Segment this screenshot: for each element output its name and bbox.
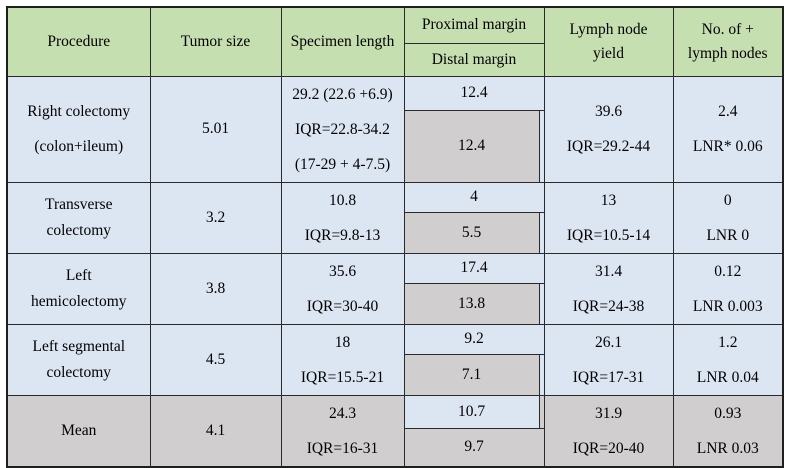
col-header-tumor-size: Tumor size [149, 6, 282, 77]
cell-distal-margin: 7.1 [403, 354, 545, 396]
table-row: 5.5 [7, 212, 783, 254]
cell-positive-lymph-nodes: 1.2 LNR 0.04 [672, 323, 784, 396]
table-row: Right colectomy (colon+ileum) 5.01 29.2 … [6, 75, 784, 183]
colectomy-outcomes-table: Procedure Tumor size Specimen length Pro… [6, 6, 784, 468]
table-row: 7.1 [7, 354, 783, 396]
cell-proximal-margin: 10.7 [403, 394, 545, 429]
cell-specimen-length: 24.3 IQR=16-31 [280, 394, 405, 467]
col-header-proximal-margin: Proximal margin [403, 6, 545, 44]
cell-procedure: Right colectomy (colon+ileum) [6, 75, 151, 183]
cell-positive-lymph-nodes: 0.93 LNR 0.03 [672, 394, 784, 467]
cell-procedure: Left hemicolectomy [6, 252, 151, 325]
header-line: lymph nodes [687, 44, 768, 62]
header-line: Lymph node [569, 20, 648, 38]
cell-lymph-node-yield: 31.4 IQR=24-38 [543, 252, 674, 325]
table-row: Transverse colectomy 3.2 10.8 IQR=9.8-13… [6, 181, 784, 254]
cell-tumor-size: 4.1 [149, 394, 282, 467]
cell-distal-margin: 9.7 [403, 427, 545, 467]
cell-proximal-margin: 17.4 [403, 252, 545, 285]
cell-lymph-node-yield: 31.9 IQR=20-40 [543, 394, 674, 467]
table-row-mean: Mean 4.1 24.3 IQR=16-31 10.7 31.9 IQR=20… [6, 394, 784, 467]
cell-procedure: Left segmental colectomy [6, 323, 151, 396]
table-row: 13.8 [7, 283, 783, 325]
cell-specimen-length: 10.8 IQR=9.8-13 [280, 181, 405, 254]
header-line: yield [593, 44, 624, 62]
cell-distal-margin: 5.5 [403, 212, 545, 254]
cell-tumor-size: 4.5 [149, 323, 282, 396]
cell-specimen-length: 18 IQR=15.5-21 [280, 323, 405, 396]
table-row: Left hemicolectomy 3.8 35.6 IQR=30-40 17… [6, 252, 784, 325]
col-header-procedure: Procedure [6, 6, 151, 77]
table-row: Left segmental colectomy 4.5 18 IQR=15.5… [6, 323, 784, 396]
header-line: No. of + [701, 20, 754, 38]
cell-distal-margin: 12.4 [403, 110, 545, 183]
header-row-top: Procedure Tumor size Specimen length Pro… [6, 6, 784, 77]
cell-proximal-margin: 4 [403, 181, 545, 214]
cell-positive-lymph-nodes: 2.4 LNR* 0.06 [672, 75, 784, 183]
cell-procedure: Mean [6, 394, 151, 467]
table-row: 12.4 [7, 110, 783, 183]
cell-tumor-size: 3.8 [149, 252, 282, 325]
col-header-distal-margin: Distal margin [403, 42, 545, 77]
cell-tumor-size: 3.2 [149, 181, 282, 254]
col-header-specimen-length: Specimen length [280, 6, 405, 77]
cell-distal-margin: 13.8 [403, 283, 545, 325]
cell-lymph-node-yield: 26.1 IQR=17-31 [543, 323, 674, 396]
cell-specimen-length: 29.2 (22.6 +6.9) IQR=22.8-34.2 (17-29 + … [280, 75, 405, 183]
cell-procedure: Transverse colectomy [6, 181, 151, 254]
col-header-positive-lymph-nodes: No. of + lymph nodes [672, 6, 784, 77]
cell-proximal-margin: 12.4 [403, 75, 545, 112]
cell-lymph-node-yield: 13 IQR=10.5-14 [543, 181, 674, 254]
cell-positive-lymph-nodes: 0 LNR 0 [672, 181, 784, 254]
col-header-lymph-node-yield: Lymph node yield [543, 6, 674, 77]
cell-positive-lymph-nodes: 0.12 LNR 0.003 [672, 252, 784, 325]
header-row-bottom: Distal margin [7, 42, 783, 77]
cell-proximal-margin: 9.2 [403, 323, 545, 356]
cell-lymph-node-yield: 39.6 IQR=29.2-44 [543, 75, 674, 183]
table-row-mean: 9.7 [7, 427, 783, 467]
cell-specimen-length: 35.6 IQR=30-40 [280, 252, 405, 325]
cell-tumor-size: 5.01 [149, 75, 282, 183]
